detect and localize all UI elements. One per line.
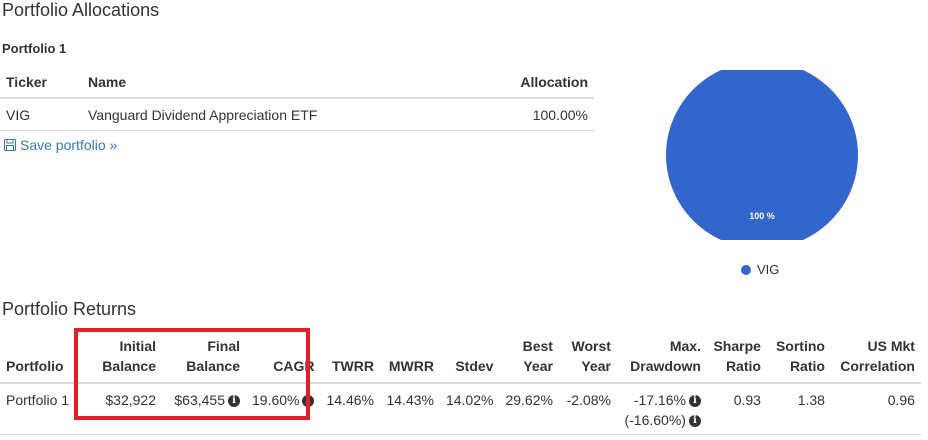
portfolio-cell: Portfolio 1 bbox=[0, 383, 78, 435]
returns-table: Portfolio Initial Balance Final Balance CA… bbox=[0, 334, 921, 435]
twrr-cell: 14.46% bbox=[320, 383, 380, 435]
legend-swatch bbox=[741, 264, 751, 275]
save-portfolio-label: Save portfolio » bbox=[20, 137, 118, 153]
name-cell: Vanguard Dividend Appreciation ETF bbox=[82, 98, 467, 131]
initial-balance-cell: $32,922 bbox=[78, 383, 162, 435]
mwrr-cell: 14.43% bbox=[379, 383, 440, 435]
col-sortino: Sortino Ratio bbox=[766, 334, 831, 384]
info-circle-icon[interactable]: i bbox=[302, 395, 315, 408]
portfolio-name: Portfolio 1 bbox=[2, 41, 67, 56]
info-circle-icon[interactable]: i bbox=[688, 395, 701, 408]
info-circle-icon[interactable]: i bbox=[688, 415, 701, 428]
cagr-cell: 19.60% i bbox=[246, 383, 321, 435]
col-allocation: Allocation bbox=[466, 66, 594, 99]
col-initial-balance: Initial Balance bbox=[78, 334, 162, 384]
allocations-title: Portfolio Allocations bbox=[2, 0, 160, 20]
col-final-balance: Final Balance bbox=[162, 334, 246, 384]
allocations-header-row: Ticker Name Allocation bbox=[0, 66, 594, 99]
floppy-disk-icon bbox=[4, 139, 16, 151]
best-year-cell: 29.62% bbox=[499, 383, 559, 435]
returns-header-row: Portfolio Initial Balance Final Balance CA… bbox=[0, 334, 921, 384]
legend-label: VIG bbox=[757, 262, 780, 277]
pie-legend: VIG bbox=[741, 262, 779, 277]
col-portfolio: Portfolio bbox=[0, 334, 78, 384]
col-ticker: Ticker bbox=[0, 66, 82, 99]
pie-slice-vig bbox=[666, 70, 858, 240]
max-drawdown-cell: -17.16% i (-16.60%) i bbox=[616, 383, 707, 435]
col-max-drawdown: Max. Drawdown bbox=[616, 334, 707, 384]
allocations-table: Ticker Name Allocation VIG Vanguard Divi… bbox=[0, 66, 594, 131]
col-best-year: Best Year bbox=[499, 334, 559, 384]
save-portfolio-link[interactable]: Save portfolio » bbox=[4, 137, 117, 153]
pie-slice-label: 100 % bbox=[749, 211, 775, 221]
col-name: Name bbox=[82, 66, 467, 99]
col-us-mkt-correlation: US Mkt Correlation bbox=[830, 334, 921, 384]
sharpe-cell: 0.93 bbox=[706, 383, 767, 435]
final-balance-cell: $63,455 i bbox=[162, 383, 246, 435]
table-row: Portfolio 1 $32,922 $63,455 i 19.60% i 14.… bbox=[0, 383, 921, 435]
worst-year-cell: -2.08% bbox=[558, 383, 617, 435]
us-mkt-correlation-cell: 0.96 bbox=[830, 383, 921, 435]
allocation-cell: 100.00% bbox=[466, 98, 594, 131]
info-circle-icon[interactable]: i bbox=[228, 395, 240, 408]
col-sharpe: Sharpe Ratio bbox=[706, 334, 767, 384]
col-mwrr: MWRR bbox=[379, 334, 440, 384]
col-worst-year: Worst Year bbox=[558, 334, 617, 384]
allocation-pie-chart: 100 % bbox=[666, 70, 858, 240]
table-row: VIG Vanguard Dividend Appreciation ETF 1… bbox=[0, 98, 594, 131]
col-cagr: CAGR bbox=[246, 334, 321, 384]
col-stdev: Stdev bbox=[439, 334, 500, 384]
returns-title: Portfolio Returns bbox=[2, 299, 137, 319]
col-twrr: TWRR bbox=[320, 334, 380, 384]
sortino-cell: 1.38 bbox=[766, 383, 831, 435]
ticker-cell: VIG bbox=[0, 98, 82, 131]
stdev-cell: 14.02% bbox=[439, 383, 500, 435]
